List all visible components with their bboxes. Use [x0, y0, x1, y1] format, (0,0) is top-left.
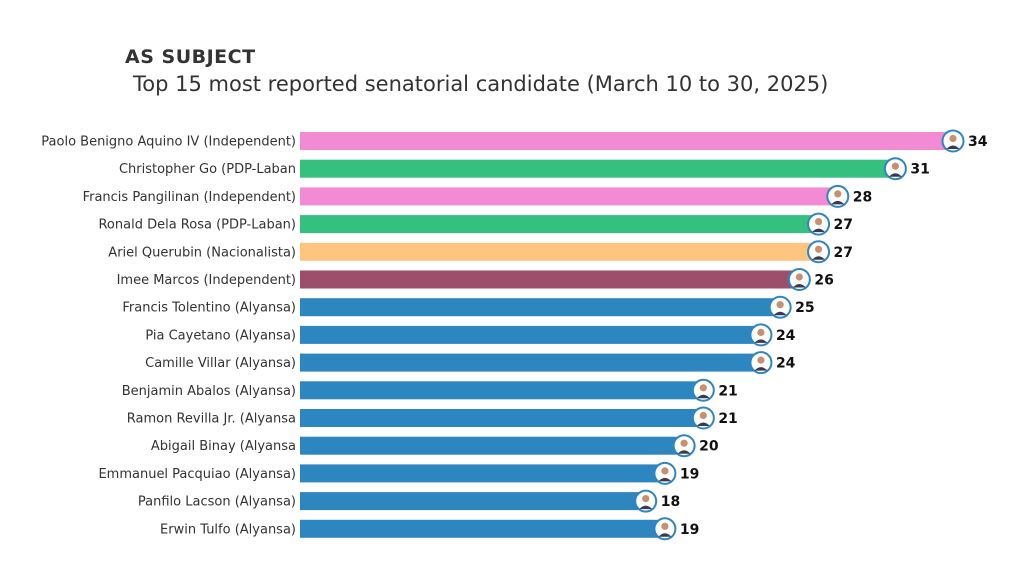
avatar-head: [757, 328, 765, 336]
bar: [300, 492, 646, 511]
bar: [300, 325, 761, 344]
bar: [300, 464, 665, 483]
bar: [300, 353, 761, 372]
value-label: 27: [834, 217, 853, 233]
category-label: Ramon Revilla Jr. (Alyansa: [127, 412, 296, 427]
value-label: 21: [718, 411, 737, 427]
category-label: Francis Tolentino (Alyansa): [122, 301, 296, 316]
avatar-head: [661, 522, 669, 530]
category-label: Benjamin Abalos (Alyansa): [122, 384, 296, 399]
category-label: Abigail Binay (Alyansa: [151, 439, 296, 454]
avatar-body: [792, 284, 806, 288]
avatar-body: [812, 228, 826, 233]
value-label: 18: [661, 494, 680, 510]
avatar-head: [661, 467, 669, 475]
avatar-body: [773, 311, 787, 316]
avatar-head: [699, 411, 707, 420]
category-label: Christopher Go (PDP-Laban: [119, 162, 296, 177]
avatar-body: [754, 367, 768, 371]
bar: [300, 519, 665, 538]
avatar-body: [658, 533, 672, 537]
value-label: 27: [834, 245, 853, 261]
category-label: Paolo Benigno Aquino IV (Independent): [41, 135, 296, 150]
avatar-head: [814, 218, 823, 226]
bar: [300, 187, 838, 206]
category-label: Pia Cayetano (Alyansa): [145, 328, 296, 343]
bar: [300, 215, 819, 234]
avatar-head: [814, 245, 823, 253]
value-label: 25: [795, 300, 814, 316]
bar: [300, 132, 953, 150]
avatar-body: [812, 256, 826, 260]
value-label: 20: [699, 439, 719, 455]
value-label: 26: [814, 273, 833, 289]
value-label: 24: [776, 328, 796, 344]
category-label: Panfilo Lacson (Alyansa): [138, 495, 296, 510]
category-label: Ronald Dela Rosa (PDP-Laban): [98, 218, 296, 233]
value-label: 34: [968, 134, 988, 150]
bar: [300, 159, 896, 178]
avatar-head: [949, 134, 957, 143]
avatar-body: [639, 505, 653, 510]
bar: [300, 381, 704, 400]
bar: [300, 242, 819, 261]
category-label: Camille Villar (Alyansa): [145, 356, 296, 371]
value-label: 28: [853, 189, 872, 205]
avatar-body: [888, 173, 902, 177]
value-label: 19: [680, 522, 699, 538]
avatar-head: [699, 384, 707, 392]
avatar-body: [677, 450, 691, 454]
category-label: Emmanuel Pacquiao (Alyansa): [98, 467, 296, 482]
avatar-body: [754, 339, 768, 343]
value-label: 21: [718, 383, 737, 399]
avatar-head: [834, 190, 842, 198]
category-label: Imee Marcos (Independent): [117, 273, 296, 288]
avatar-body: [696, 394, 710, 399]
avatar-body: [696, 422, 710, 426]
avatar-head: [891, 162, 899, 170]
value-label: 31: [910, 162, 929, 178]
value-label: 19: [680, 466, 699, 482]
bar: [300, 270, 800, 289]
avatar-head: [776, 301, 784, 309]
bar: [300, 409, 704, 427]
bar: [300, 436, 685, 455]
value-label: 24: [776, 356, 796, 372]
bar: [300, 298, 781, 317]
avatar-head: [680, 439, 688, 447]
avatar-head: [642, 495, 650, 503]
category-label: Francis Pangilinan (Independent): [83, 190, 296, 205]
chart-title: AS SUBJECT: [125, 46, 256, 68]
avatar-body: [658, 477, 672, 482]
category-label: Ariel Querubin (Nacionalista): [108, 245, 296, 260]
avatar-body: [946, 145, 960, 149]
chart-subtitle: Top 15 most reported senatorial candidat…: [133, 72, 829, 96]
avatar-head: [795, 273, 803, 281]
avatar-head: [757, 356, 765, 364]
category-label: Erwin Tulfo (Alyansa): [160, 522, 296, 537]
avatar-body: [831, 200, 845, 205]
